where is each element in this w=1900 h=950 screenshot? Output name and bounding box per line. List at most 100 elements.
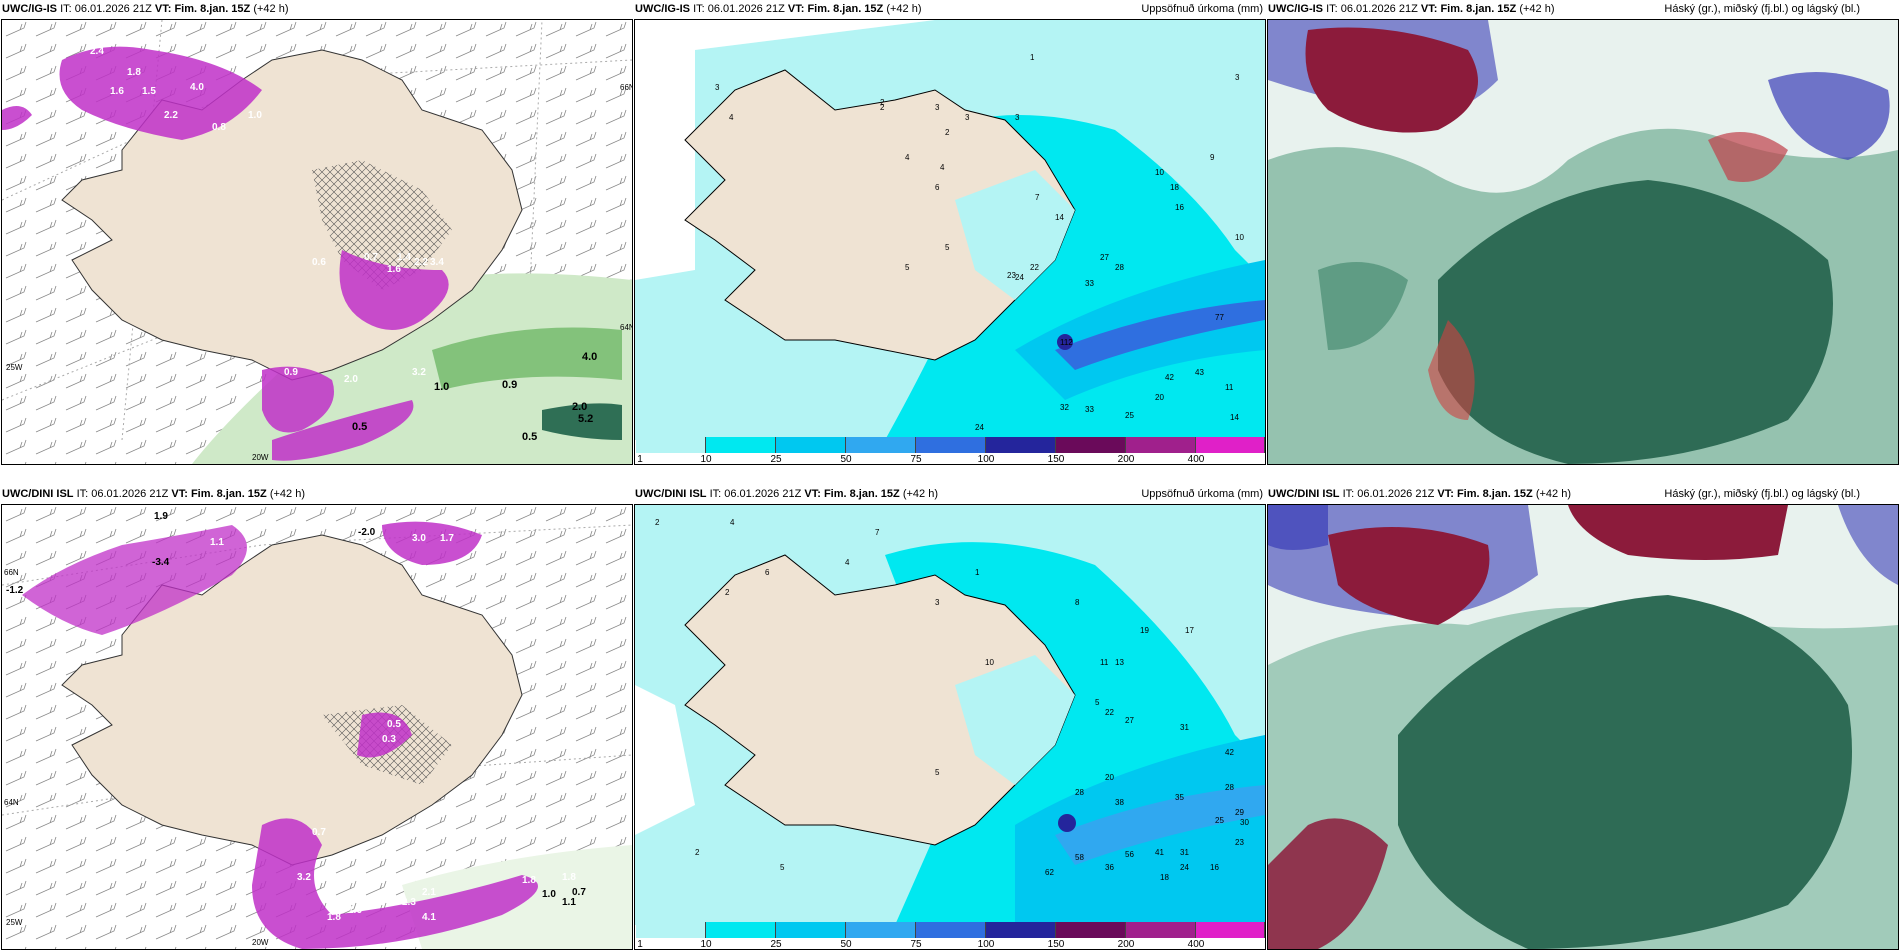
legend-swatch (1196, 922, 1265, 938)
field-title: Háský (gr.), miðský (fj.bl.) og lágský (… (1664, 488, 1860, 500)
map-wind-temp[interactable]: 25W 20W 64N 66N -1.2 1.9 -2.0 -3.4 0.7 1… (1, 504, 633, 950)
svg-text:4.0: 4.0 (190, 82, 204, 93)
panel-header: UWC/IG-IS IT: 06.01.2026 21Z VT: Fim. 8.… (2, 3, 289, 15)
svg-text:32: 32 (1060, 403, 1069, 412)
map-canvas: 25W 20W 64N 66N 2.4 1.8 4.0 1.6 1.5 2.2 … (2, 20, 632, 464)
svg-text:30: 30 (1240, 818, 1249, 827)
svg-text:5.2: 5.2 (578, 413, 593, 425)
panel-bottom-wind: UWC/DINI ISL IT: 06.01.2026 21Z VT: Fim.… (0, 485, 634, 950)
svg-text:2: 2 (725, 588, 730, 597)
svg-text:2: 2 (880, 103, 885, 112)
svg-text:5: 5 (945, 243, 950, 252)
map-canvas (1268, 505, 1898, 949)
svg-text:-1.2: -1.2 (6, 585, 24, 596)
legend-tick: 10 (700, 939, 712, 950)
svg-text:3: 3 (1015, 113, 1020, 122)
svg-text:3: 3 (935, 103, 940, 112)
map-precip[interactable]: 2 2 4 4 3 1 7 6 5 10 8 19 17 11 13 22 27… (634, 504, 1266, 950)
svg-text:0.9: 0.9 (502, 379, 517, 391)
svg-text:7: 7 (875, 528, 880, 537)
svg-text:4.1: 4.1 (422, 912, 436, 923)
svg-text:0.3: 0.3 (382, 734, 396, 745)
map-wind-temp[interactable]: 25W 20W 64N 66N 2.4 1.8 4.0 1.6 1.5 2.2 … (1, 19, 633, 465)
legend-tick: 100 (977, 454, 995, 465)
panel-header: UWC/DINI ISL IT: 06.01.2026 21Z VT: Fim.… (635, 488, 938, 500)
svg-text:4.0: 4.0 (582, 351, 597, 363)
svg-text:33: 33 (1085, 405, 1094, 414)
field-title: Háský (gr.), miðský (fj.bl.) og lágský (… (1664, 3, 1860, 15)
svg-text:22: 22 (1030, 263, 1039, 272)
svg-text:24: 24 (1015, 273, 1024, 282)
svg-text:22: 22 (1105, 708, 1114, 717)
panel-header: UWC/IG-IS IT: 06.01.2026 21Z VT: Fim. 8.… (635, 3, 922, 15)
svg-text:2.4: 2.4 (262, 517, 276, 528)
svg-text:25: 25 (1125, 411, 1134, 420)
svg-text:13: 13 (1115, 658, 1124, 667)
svg-text:10: 10 (1235, 233, 1244, 242)
svg-text:14: 14 (1055, 213, 1064, 222)
svg-text:6: 6 (935, 183, 940, 192)
svg-text:3.0: 3.0 (412, 533, 426, 544)
svg-text:27: 27 (1100, 253, 1109, 262)
value-labels: 3.0 1.7 1.1 2.4 0.5 0.3 0.7 3.2 1.8 2.3 … (210, 517, 576, 923)
svg-text:7: 7 (1035, 193, 1040, 202)
svg-text:1.9: 1.9 (154, 511, 168, 522)
svg-text:2.4: 2.4 (90, 46, 104, 57)
legend-swatch (776, 437, 846, 453)
svg-text:28: 28 (1075, 788, 1084, 797)
svg-text:11: 11 (1100, 658, 1109, 667)
svg-text:18: 18 (1170, 183, 1179, 192)
svg-text:1.1: 1.1 (210, 537, 224, 548)
precip-colorbar: 1 10 25 50 75 100 150 200 400 (636, 437, 1265, 465)
svg-text:28: 28 (1115, 263, 1124, 272)
svg-text:20: 20 (1105, 773, 1114, 782)
svg-text:17: 17 (1185, 626, 1194, 635)
svg-text:5: 5 (905, 263, 910, 272)
legend-tick: 50 (840, 939, 852, 950)
svg-text:35: 35 (1175, 793, 1184, 802)
svg-text:14: 14 (1230, 413, 1239, 422)
svg-text:3: 3 (1235, 73, 1240, 82)
panel-header: UWC/DINI ISL IT: 06.01.2026 21Z VT: Fim.… (2, 488, 305, 500)
svg-text:3.2: 3.2 (297, 872, 311, 883)
svg-text:5: 5 (935, 768, 940, 777)
legend-swatch (916, 922, 986, 938)
map-canvas: 25W 20W 64N 66N -1.2 1.9 -2.0 -3.4 0.7 1… (2, 505, 632, 949)
svg-text:31: 31 (1180, 848, 1189, 857)
legend-tick: 100 (977, 939, 995, 950)
svg-text:10: 10 (985, 658, 994, 667)
svg-text:58: 58 (1075, 853, 1084, 862)
panel-bottom-clouds: UWC/DINI ISL IT: 06.01.2026 21Z VT: Fim.… (1266, 485, 1900, 950)
svg-text:3: 3 (935, 598, 940, 607)
svg-text:1.6: 1.6 (110, 86, 124, 97)
svg-text:28: 28 (1225, 783, 1234, 792)
legend-tick: 75 (910, 939, 922, 950)
map-clouds[interactable] (1267, 504, 1899, 950)
svg-text:0.9: 0.9 (284, 367, 298, 378)
svg-text:5: 5 (1095, 698, 1100, 707)
map-precip[interactable]: 3 4 1 2 3 3 4 2 3 5 4 6 7 22 24 27 28 33… (634, 19, 1266, 465)
value-labels: 2.4 1.8 4.0 1.6 1.5 2.2 1.0 0.8 0.6 1.4 … (90, 46, 444, 385)
legend-tick: 150 (1047, 454, 1065, 465)
legend-tick: 150 (1047, 939, 1065, 950)
svg-text:1.8: 1.8 (562, 872, 576, 883)
svg-text:1.6: 1.6 (348, 905, 362, 916)
svg-text:2.0: 2.0 (572, 401, 587, 413)
value-labels: 2 2 4 4 3 1 7 6 5 10 8 19 17 11 13 22 27… (655, 518, 1249, 882)
map-canvas (1268, 20, 1898, 464)
svg-text:24: 24 (975, 423, 984, 432)
svg-text:2: 2 (945, 128, 950, 137)
svg-text:11: 11 (1225, 383, 1234, 392)
svg-text:3: 3 (965, 113, 970, 122)
svg-text:3.4: 3.4 (430, 257, 444, 268)
svg-text:31: 31 (1180, 723, 1189, 732)
svg-text:-3.4: -3.4 (152, 557, 170, 568)
map-canvas: 2 2 4 4 3 1 7 6 5 10 8 19 17 11 13 22 27… (635, 505, 1265, 925)
legend-tick: 50 (840, 454, 852, 465)
legend-tick: 1 (637, 939, 643, 950)
svg-text:0.5: 0.5 (352, 421, 367, 433)
legend-tick: 1 (637, 454, 643, 465)
svg-text:2: 2 (655, 518, 660, 527)
svg-text:4: 4 (905, 153, 910, 162)
map-clouds[interactable] (1267, 19, 1899, 465)
